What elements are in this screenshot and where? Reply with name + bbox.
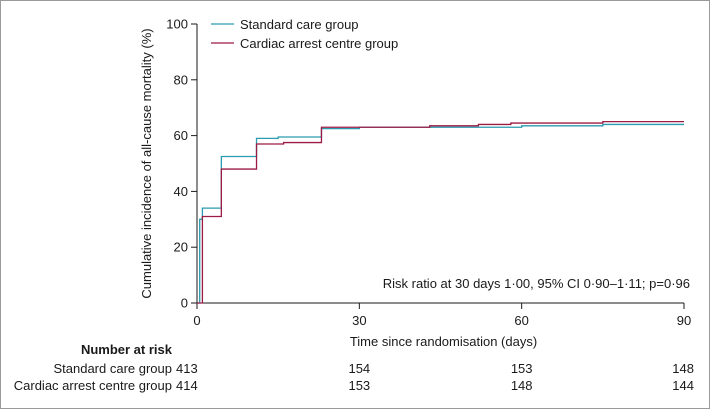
y-tick-label: 80 bbox=[174, 72, 188, 87]
risk-count: 414 bbox=[176, 378, 198, 393]
risk-ratio-annotation: Risk ratio at 30 days 1·00, 95% CI 0·90–… bbox=[383, 276, 690, 291]
legend-label: Standard care group bbox=[240, 17, 359, 32]
legend: Standard care group Cardiac arrest centre… bbox=[211, 17, 398, 51]
risk-count: 413 bbox=[176, 361, 198, 376]
y-tick-label: 100 bbox=[166, 17, 188, 32]
axes: 0 20 40 60 80 100 0 30 60 90 bbox=[166, 17, 691, 329]
risk-count: 148 bbox=[511, 378, 533, 393]
risk-count: 144 bbox=[672, 378, 694, 393]
risk-count: 148 bbox=[672, 361, 694, 376]
y-ticks: 0 20 40 60 80 100 bbox=[166, 17, 197, 311]
x-tick-label: 0 bbox=[193, 313, 200, 328]
x-tick-label: 90 bbox=[677, 313, 691, 328]
risk-count: 153 bbox=[348, 378, 370, 393]
number-at-risk-title: Number at risk bbox=[81, 342, 173, 357]
series-layer bbox=[197, 121, 684, 304]
risk-row-label: Cardiac arrest centre group bbox=[14, 378, 172, 393]
y-axis-title: Cumulative incidence of all-cause mortal… bbox=[139, 28, 154, 298]
number-at-risk-table: Number at risk Standard care group 413 154… bbox=[14, 342, 694, 393]
x-tick-label: 30 bbox=[352, 313, 366, 328]
y-tick-label: 40 bbox=[174, 184, 188, 199]
y-tick-label: 20 bbox=[174, 240, 188, 255]
legend-label: Cardiac arrest centre group bbox=[240, 36, 398, 51]
risk-row-label: Standard care group bbox=[53, 361, 172, 376]
series-line-cardiac-arrest-centre bbox=[197, 121, 684, 304]
y-tick-label: 0 bbox=[181, 296, 188, 311]
x-tick-label: 60 bbox=[514, 313, 528, 328]
risk-count: 153 bbox=[511, 361, 533, 376]
y-tick-label: 60 bbox=[174, 128, 188, 143]
x-axis-title: Time since randomisation (days) bbox=[350, 334, 537, 349]
x-ticks: 0 30 60 90 bbox=[193, 303, 691, 328]
risk-count: 154 bbox=[348, 361, 370, 376]
